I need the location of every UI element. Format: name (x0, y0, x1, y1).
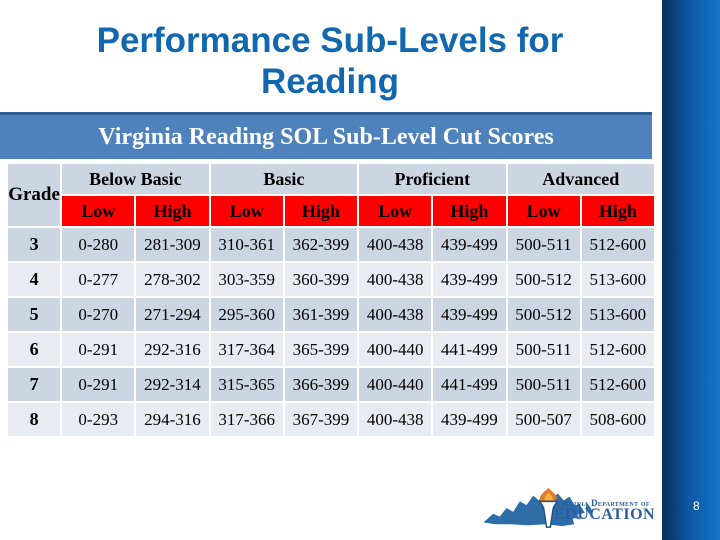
score-cell: 400-438 (359, 403, 432, 436)
score-cell: 0-277 (62, 263, 135, 296)
score-cell: 508-600 (581, 403, 654, 436)
score-cell: 271-294 (136, 298, 209, 331)
score-cell: 500-512 (507, 298, 580, 331)
score-cell: 441-499 (433, 333, 506, 366)
grade-cell: 5 (8, 298, 61, 331)
score-cell: 439-499 (433, 403, 506, 436)
score-cell: 0-270 (62, 298, 135, 331)
table-header-lowhigh-row: Low High Low High Low High Low High (8, 196, 654, 226)
page-number: 8 (693, 499, 700, 513)
score-cell: 400-440 (359, 368, 432, 401)
subheader-below-basic-low: Low (62, 196, 135, 226)
score-cell: 0-291 (62, 368, 135, 401)
score-cell: 365-399 (284, 333, 358, 366)
subheader-advanced-low: Low (507, 196, 580, 226)
subheader-advanced-high: High (581, 196, 654, 226)
subheader-below-basic-high: High (136, 196, 209, 226)
grade-cell: 7 (8, 368, 61, 401)
score-cell: 513-600 (581, 298, 654, 331)
score-cell: 512-600 (581, 368, 654, 401)
score-cell: 500-512 (507, 263, 580, 296)
group-header-advanced: Advanced (507, 164, 654, 194)
table-header-group-row: Grade Below Basic Basic Proficient Advan… (8, 164, 654, 226)
subheader-basic-low: Low (210, 196, 283, 226)
grade-column-header: Grade (8, 164, 61, 226)
page-title: Performance Sub-Levels for Reading (0, 20, 660, 102)
score-cell: 400-440 (359, 333, 432, 366)
score-cell: 439-499 (433, 263, 506, 296)
score-cell: 439-499 (433, 298, 506, 331)
score-cell: 500-511 (507, 333, 580, 366)
score-cell: 513-600 (581, 263, 654, 296)
score-cell: 512-600 (581, 333, 654, 366)
table-row-grade-7: 7 0-291 292-314 315-365 366-399 400-440 … (8, 368, 654, 401)
score-cell: 367-399 (284, 403, 358, 436)
score-cell: 317-366 (210, 403, 283, 436)
grade-cell: 3 (8, 228, 61, 261)
table-row-grade-8: 8 0-293 294-316 317-366 367-399 400-438 … (8, 403, 654, 436)
score-cell: 295-360 (210, 298, 283, 331)
vdoe-logo: Virginia Department of EDUCATION (478, 486, 656, 532)
score-cell: 400-438 (359, 228, 432, 261)
right-accent-bar: 8 (662, 0, 720, 540)
grade-cell: 4 (8, 263, 61, 296)
grade-cell: 6 (8, 333, 61, 366)
score-cell: 360-399 (284, 263, 358, 296)
score-cell: 317-364 (210, 333, 283, 366)
subheader-proficient-low: Low (359, 196, 432, 226)
score-cell: 366-399 (284, 368, 358, 401)
logo-department-text: Virginia Department of (555, 498, 650, 508)
score-cell: 0-291 (62, 333, 135, 366)
score-cell: 512-600 (581, 228, 654, 261)
table-row-grade-6: 6 0-291 292-316 317-364 365-399 400-440 … (8, 333, 654, 366)
score-cell: 500-511 (507, 368, 580, 401)
page-title-line2: Reading (260, 62, 400, 101)
cut-scores-table: Grade Below Basic Basic Proficient Advan… (6, 162, 656, 438)
group-header-below-basic: Below Basic (62, 164, 209, 194)
score-cell: 441-499 (433, 368, 506, 401)
group-header-basic: Basic (210, 164, 358, 194)
score-cell: 303-359 (210, 263, 283, 296)
table-row-grade-4: 4 0-277 278-302 303-359 360-399 400-438 … (8, 263, 654, 296)
table-row-grade-5: 5 0-270 271-294 295-360 361-399 400-438 … (8, 298, 654, 331)
grade-cell: 8 (8, 403, 61, 436)
score-cell: 292-316 (136, 333, 209, 366)
score-cell: 278-302 (136, 263, 209, 296)
score-cell: 500-511 (507, 228, 580, 261)
table-row-grade-3: 3 0-280 281-309 310-361 362-399 400-438 … (8, 228, 654, 261)
score-cell: 361-399 (284, 298, 358, 331)
score-cell: 0-293 (62, 403, 135, 436)
score-cell: 310-361 (210, 228, 283, 261)
table-title: Virginia Reading SOL Sub-Level Cut Score… (98, 124, 554, 150)
logo-education-text: EDUCATION (554, 506, 656, 523)
score-cell: 294-316 (136, 403, 209, 436)
score-cell: 0-280 (62, 228, 135, 261)
subheader-proficient-high: High (433, 196, 506, 226)
virginia-state-torch-icon (483, 488, 592, 528)
group-header-proficient: Proficient (359, 164, 506, 194)
score-cell: 315-365 (210, 368, 283, 401)
score-cell: 400-438 (359, 263, 432, 296)
subheader-basic-high: High (284, 196, 358, 226)
score-cell: 362-399 (284, 228, 358, 261)
table-title-banner: Virginia Reading SOL Sub-Level Cut Score… (0, 112, 652, 159)
score-cell: 281-309 (136, 228, 209, 261)
score-cell: 500-507 (507, 403, 580, 436)
score-cell: 400-438 (359, 298, 432, 331)
page-title-line1: Performance Sub-Levels for (96, 21, 564, 60)
score-cell: 292-314 (136, 368, 209, 401)
score-cell: 439-499 (433, 228, 506, 261)
